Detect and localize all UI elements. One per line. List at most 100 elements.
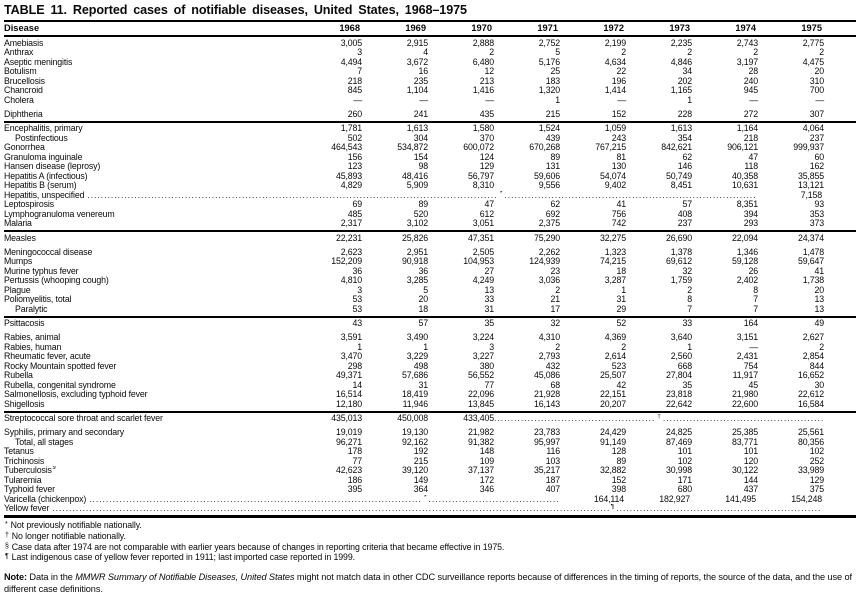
value-cell: 1,580 [472,123,494,133]
table-row: Tetanus 178 192 148 116 128 101 101 102 [4,446,824,457]
value-cell: 3,151 [736,332,758,342]
value-cell: 29 [616,303,627,314]
value-cell: 25,826 [401,232,428,243]
disease-label: Encephalitis, primary [4,124,83,133]
value-cell: 3,229 [406,351,428,361]
disease-label: Amebiasis [4,38,44,48]
value-cell: 1,781 [340,123,362,133]
value-cell: 35 [682,379,693,390]
value-cell: 1,478 [802,246,824,257]
disease-label: Streptococcal sore throat and scarlet fe… [4,414,163,423]
value-cell: 183 [545,75,560,86]
value-cell: 21 [550,294,561,304]
value-cell: 40,358 [731,170,758,181]
value-cell: 298 [347,360,362,371]
disease-label: Paralytic [15,304,48,314]
value-cell: 228 [677,108,692,119]
value-cell: 20 [814,284,825,295]
value-cell: 380 [479,360,494,371]
value-cell: 767,215 [595,142,626,152]
value-cell: 1 [357,341,362,352]
value-cell: 39,120 [401,465,428,475]
table-row: Salmonellosis, excluding typhoid fever 16… [4,389,824,400]
value-cell: 31 [484,303,495,314]
value-cell: 7 [753,303,758,314]
disease-column-header: Disease [4,23,40,33]
value-cell: 5,176 [538,56,560,67]
table-row: Amebiasis 3,005 2,915 2,888 2,752 2,199 2,235 2… [4,37,824,49]
value-cell: 14 [352,379,363,390]
table-row: Total, all stages 96,271 92,162 91,382 95,99… [4,436,824,448]
value-cell: 3 [357,47,362,57]
value-cell: 398 [611,484,626,494]
year-header: 1975 [801,23,822,33]
value-cell: 48,416 [401,170,428,181]
footnotes: * Not previously notifiable nationally. †… [4,518,856,564]
footnote-line: ¶ Last indigenous case of yellow fever re… [5,552,856,564]
value-cell: — [419,94,428,105]
value-cell: 36 [418,265,429,276]
value-cell: 213 [479,75,494,86]
value-cell: 2,775 [802,37,824,48]
value-cell: 2,235 [670,37,692,48]
value-cell: 53 [352,294,363,304]
value-cell: 3,640 [670,332,692,342]
value-cell: 202 [677,75,692,86]
table-row: Hepatitis, unspecified..................… [4,190,822,201]
table-row: Tularemia 186 149 172 187 152 171 144 129 [4,474,824,486]
leader-dots: ........................................… [89,494,422,504]
footnote-marker: ¶ [5,553,9,561]
value-cell: 20 [418,294,429,304]
value-cell: 118 [744,161,758,171]
value-cell: 1,759 [670,275,692,285]
value-cell: 373 [809,218,824,228]
leader-dots: ........................................… [616,504,822,513]
disease-label: Malaria [4,219,32,228]
value-cell: 742 [611,218,626,228]
value-cell: 668 [677,360,692,371]
value-cell: 8,310 [472,180,494,190]
value-cell: 59,606 [533,170,560,181]
value-cell: 30,122 [731,465,758,475]
value-cell: 154,248 [791,493,822,504]
value-cell: 144 [743,474,758,485]
note-italic: MMWR Summary of Notifiable Diseases, Uni… [75,572,295,583]
value-cell: 4,634 [604,56,626,67]
value-cell: 1,320 [538,85,560,95]
value-cell: 4 [423,47,428,57]
value-cell: 756 [611,208,626,219]
disease-label: Meningococcal disease [4,247,93,257]
value-cell: 2,951 [406,246,428,257]
value-cell: 2,505 [472,246,494,257]
value-cell: 141,495 [725,493,756,504]
value-cell: 252 [809,455,824,466]
table-row: Psittacosis 43 57 35 32 52 33 164 49 [4,318,824,329]
value-cell: 408 [677,208,692,219]
value-cell: 62 [682,151,693,162]
value-cell: 2 [819,341,824,352]
table-row: Measles 22,231 25,826 47,351 75,290 32,275 26,… [4,232,824,244]
value-cell: 5 [423,284,428,295]
value-cell: 2 [819,47,824,57]
value-cell: 2,614 [604,351,626,361]
value-cell: 3 [489,341,494,352]
value-cell: 37,137 [467,465,494,475]
value-cell: 149 [413,474,428,485]
value-cell: 272 [743,108,758,119]
disease-label: Rocky Mountain spotted fever [4,361,117,371]
footnote-marker: * [5,521,8,528]
value-cell: 87,469 [665,436,692,447]
value-cell: 31 [616,294,627,304]
table-row: Meningococcal disease 2,623 2,951 2,505 2,26… [4,246,824,258]
value-cell: 92,162 [401,436,428,447]
value-cell: 22,151 [599,389,626,399]
value-cell: 12,180 [335,398,362,409]
value-cell: 30,998 [665,465,692,475]
value-cell: 2,627 [802,332,824,342]
disease-label: Leptospirosis [4,200,54,209]
value-cell: 96,271 [335,436,362,447]
value-cell: 50,749 [665,170,692,181]
disease-label: Lymphogranuloma venereum [4,209,115,219]
table-row: Shigellosis 12,180 11,946 13,845 16,143 20,20… [4,398,824,410]
